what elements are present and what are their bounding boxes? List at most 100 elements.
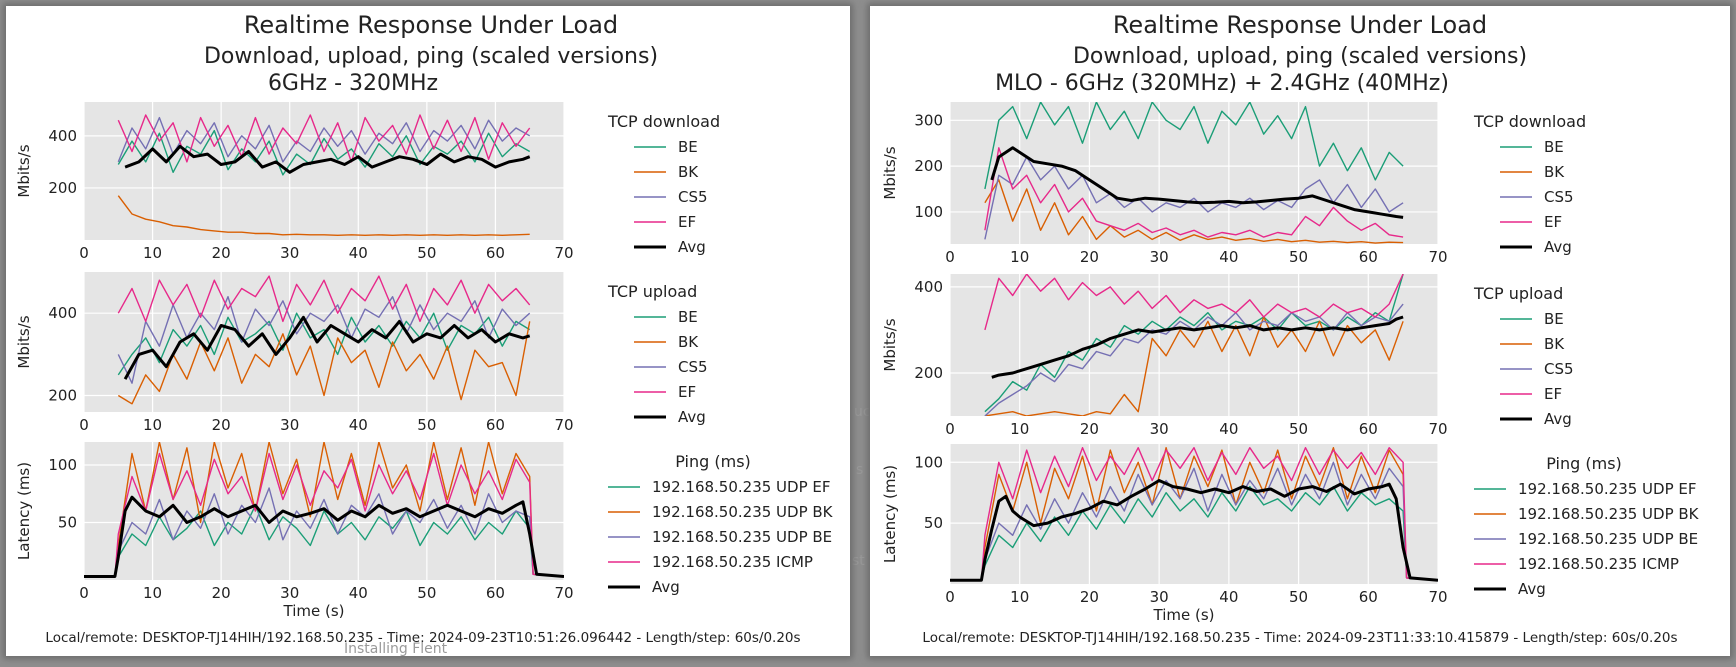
x-tick-label: 70 — [1428, 248, 1447, 266]
chart-footer: Local/remote: DESKTOP-TJ14HIH/192.168.50… — [922, 630, 1677, 646]
x-tick-label: 60 — [486, 416, 505, 434]
legend-label: Avg — [652, 578, 680, 596]
x-tick-label: 20 — [1080, 420, 1099, 438]
legend: Ping (ms) 192.168.50.235 UDP EF 192.168.50… — [1474, 454, 1700, 598]
x-tick-label: 50 — [1289, 420, 1308, 438]
y-axis-label: Latency (ms) — [15, 462, 33, 560]
series-group — [950, 447, 1438, 582]
legend-title: Ping (ms) — [1546, 454, 1622, 473]
series-line — [117, 195, 530, 237]
x-tick-label: 70 — [1428, 588, 1447, 606]
series-line — [84, 452, 564, 578]
panel-ping: 0 10 20 30 40 50 60 70 50 100 Latency (ms) Time (s)… — [881, 444, 1700, 624]
series-line — [950, 447, 1438, 581]
x-tick-label: 70 — [554, 584, 573, 602]
legend-label: 192.168.50.235 UDP BK — [1518, 505, 1700, 523]
legend-label: 192.168.50.235 ICMP — [1518, 555, 1679, 573]
series-line-avg — [123, 315, 531, 380]
x-tick-label: 50 — [1289, 588, 1308, 606]
series-line — [984, 179, 1404, 244]
flent-plot-window-mlo: Realtime Response Under Load Download, up… — [870, 6, 1730, 656]
x-tick-label: 30 — [280, 244, 299, 262]
plot-area — [84, 102, 564, 240]
series-line-avg — [990, 146, 1404, 219]
series-line-avg — [84, 495, 564, 578]
x-tick-label: 40 — [1219, 248, 1238, 266]
x-tick-label: 10 — [143, 244, 162, 262]
legend-label: 192.168.50.235 UDP BE — [1518, 530, 1698, 548]
x-tick-label: 0 — [79, 416, 89, 434]
series-line-avg — [950, 479, 1438, 582]
legend-label: 192.168.50.235 UDP BK — [652, 503, 834, 521]
legend-label: CS5 — [1544, 360, 1574, 378]
x-tick-label: 10 — [143, 584, 162, 602]
x-tick-label: 60 — [486, 244, 505, 262]
panel-upload: 0 10 20 30 40 50 60 70 200 400 Mbits/s TCP upload BE… — [881, 274, 1574, 438]
legend-title: TCP upload — [1473, 284, 1563, 303]
x-axis-label: Time (s) — [1153, 606, 1215, 624]
flent-plot-window-6ghz: Realtime Response Under Load Download, up… — [6, 6, 850, 656]
x-tick-label: 30 — [1150, 588, 1169, 606]
x-tick-label: 40 — [349, 416, 368, 434]
chart-subtitle: Download, upload, ping (scaled versions) — [204, 44, 658, 69]
legend-label: Avg — [678, 238, 706, 256]
x-tick-label: 0 — [945, 248, 955, 266]
legend-label: EF — [678, 213, 696, 231]
legend-label: Avg — [1544, 410, 1572, 428]
series-line — [984, 102, 1404, 190]
x-tick-label: 30 — [280, 584, 299, 602]
series-line — [117, 114, 531, 163]
legend-title: TCP download — [607, 112, 720, 131]
x-tick-label: 40 — [1219, 588, 1238, 606]
installing-flent-label: Installing Flent — [344, 641, 448, 657]
series-line — [950, 461, 1438, 581]
legend: Ping (ms) 192.168.50.235 UDP EF 192.168.50… — [608, 452, 834, 596]
x-tick-label: 30 — [1150, 420, 1169, 438]
legend-label: Avg — [678, 408, 706, 426]
x-tick-label: 70 — [554, 416, 573, 434]
y-tick-label: 400 — [914, 278, 943, 296]
x-tick-label: 40 — [1219, 420, 1238, 438]
y-tick-label: 50 — [58, 514, 77, 532]
x-tick-label: 60 — [1359, 420, 1378, 438]
legend-label: 192.168.50.235 ICMP — [652, 553, 813, 571]
series-line — [117, 321, 531, 405]
series-group — [984, 274, 1404, 416]
series-line — [117, 312, 531, 376]
panel-download: 0 10 20 30 40 50 60 70 200 400 Mbits/s TCP download… — [15, 102, 720, 262]
legend: TCP upload BE BK CS5 EF Avg — [607, 282, 708, 426]
chart-footer: Local/remote: DESKTOP-TJ14HIH/192.168.50… — [45, 630, 800, 646]
series-group — [984, 102, 1404, 244]
legend-label: BE — [678, 138, 698, 156]
legend-label: EF — [1544, 213, 1562, 231]
x-tick-label: 10 — [143, 416, 162, 434]
series-line — [950, 447, 1438, 581]
series-line — [84, 442, 564, 578]
x-axis-label: Time (s) — [283, 602, 345, 620]
legend: TCP download BE BK CS5 EF Avg — [1473, 112, 1586, 256]
x-tick-label: 0 — [945, 588, 955, 606]
x-tick-label: 50 — [417, 584, 436, 602]
y-tick-label: 400 — [48, 304, 77, 322]
series-group — [117, 275, 531, 405]
plot-area — [84, 272, 564, 412]
series-line-avg — [124, 144, 531, 174]
y-axis-label: Mbits/s — [15, 315, 33, 368]
x-tick-label: 20 — [212, 244, 231, 262]
x-tick-label: 10 — [1010, 588, 1029, 606]
y-axis-label: Mbits/s — [15, 144, 33, 197]
series-line — [984, 274, 1404, 331]
x-tick-label: 0 — [945, 420, 955, 438]
x-tick-label: 20 — [1080, 588, 1099, 606]
y-tick-label: 100 — [914, 203, 943, 221]
legend-title: TCP download — [1473, 112, 1586, 131]
legend-title: Ping (ms) — [675, 452, 751, 471]
x-tick-label: 40 — [349, 244, 368, 262]
legend-label: BE — [678, 308, 698, 326]
legend-title: TCP upload — [607, 282, 697, 301]
series-line — [117, 129, 531, 176]
y-tick-label: 400 — [48, 127, 77, 145]
y-tick-label: 100 — [48, 456, 77, 474]
x-tick-label: 20 — [212, 584, 231, 602]
x-tick-label: 30 — [1150, 248, 1169, 266]
